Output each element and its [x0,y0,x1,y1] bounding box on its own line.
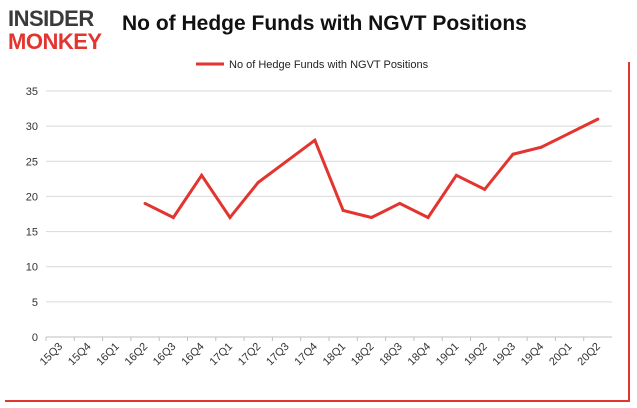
x-tick-label-19Q4: 19Q4 [519,341,547,369]
x-tick-label-17Q3: 17Q3 [264,341,292,369]
y-tick-label-10: 10 [26,262,38,274]
x-tick-label-17Q4: 17Q4 [292,341,320,369]
data-point-18Q4 [426,216,430,220]
y-tick-label-0: 0 [32,332,38,344]
data-point-20Q2 [596,117,600,121]
y-tick-label-15: 15 [26,227,38,239]
data-point-19Q3 [511,152,515,156]
y-tick-label-35: 35 [26,86,38,98]
data-point-17Q4 [313,138,317,142]
data-point-17Q3 [285,159,289,163]
insider-monkey-logo: INSIDER MONKEY [8,6,118,54]
legend-label: No of Hedge Funds with NGVT Positions [229,59,429,71]
x-tick-label-19Q2: 19Q2 [462,341,490,369]
x-tick-label-19Q1: 19Q1 [434,341,462,369]
x-tick-label-18Q1: 18Q1 [321,341,349,369]
logo-line-1: INSIDER [8,6,94,31]
x-tick-label-17Q1: 17Q1 [208,341,236,369]
data-point-18Q1 [341,208,345,212]
x-tick-label-18Q2: 18Q2 [349,341,377,369]
x-tick-label-16Q1: 16Q1 [94,341,122,369]
y-tick-label-30: 30 [26,121,38,133]
y-tick-label-25: 25 [26,156,38,168]
x-tick-label-15Q4: 15Q4 [66,341,94,369]
x-tick-label-17Q2: 17Q2 [236,341,264,369]
logo-line-2: MONKEY [8,29,102,54]
x-tick-label-18Q4: 18Q4 [406,341,434,369]
y-tick-label-20: 20 [26,191,38,203]
x-tick-label-16Q4: 16Q4 [179,341,207,369]
x-tick-label-18Q3: 18Q3 [377,341,405,369]
data-point-19Q4 [539,145,543,149]
data-point-16Q4 [200,173,204,177]
data-point-19Q1 [454,173,458,177]
chart-frame [5,62,630,402]
data-point-16Q2 [143,201,147,205]
data-point-17Q2 [256,180,260,184]
series-line-0 [144,117,599,221]
x-tick-label-15Q3: 15Q3 [38,341,66,369]
data-point-19Q2 [483,187,487,191]
data-point-18Q2 [369,216,373,220]
data-point-20Q1 [568,131,572,135]
data-point-17Q1 [228,216,232,220]
x-tick-label-19Q3: 19Q3 [491,341,519,369]
chart-title: No of Hedge Funds with NGVT Positions [122,12,527,35]
x-tick-label-20Q1: 20Q1 [547,341,575,369]
data-point-18Q3 [398,201,402,205]
x-tick-label-16Q2: 16Q2 [123,341,151,369]
x-tick-label-20Q2: 20Q2 [575,341,603,369]
x-tick-label-16Q3: 16Q3 [151,341,179,369]
data-point-16Q3 [171,216,175,220]
y-tick-label-5: 5 [32,297,38,309]
